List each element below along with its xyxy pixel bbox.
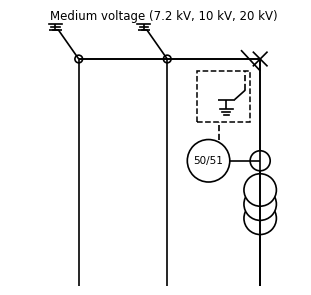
Text: Medium voltage (7.2 kV, 10 kV, 20 kV): Medium voltage (7.2 kV, 10 kV, 20 kV): [50, 10, 278, 23]
Text: 50/51: 50/51: [194, 156, 224, 166]
Circle shape: [163, 55, 171, 63]
Circle shape: [244, 202, 276, 235]
Circle shape: [75, 55, 83, 63]
Circle shape: [244, 174, 276, 206]
Circle shape: [244, 188, 276, 220]
Circle shape: [187, 140, 230, 182]
Bar: [197, 71, 250, 122]
Circle shape: [250, 151, 270, 171]
